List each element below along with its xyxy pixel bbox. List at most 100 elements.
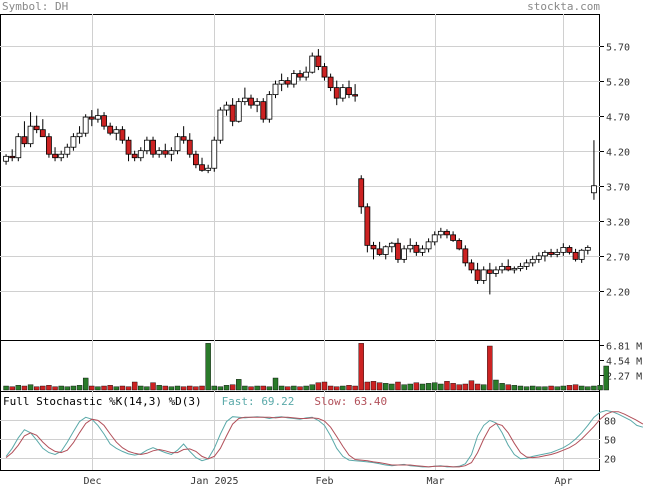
candle-body [58, 153, 65, 159]
candle-body [462, 248, 469, 264]
volume-bar [511, 385, 518, 391]
volume-bar [82, 377, 89, 391]
volume-bar [327, 385, 334, 391]
volume-bar [131, 381, 138, 391]
volume-bar [560, 385, 567, 391]
candle-body [9, 155, 16, 159]
candle-body [192, 153, 199, 166]
candle-body [21, 136, 28, 145]
candle-body [327, 76, 334, 89]
candle-body [401, 248, 408, 260]
volume-bar [229, 384, 236, 391]
candle-body [223, 104, 230, 111]
candle-body [248, 97, 254, 106]
volume-bar [462, 383, 469, 391]
volume-bar [383, 383, 389, 391]
candle-body [162, 150, 169, 155]
candle-body [535, 255, 542, 260]
candle-body [156, 150, 163, 155]
candle-body [150, 139, 156, 155]
candle-body [542, 251, 548, 257]
volume-bar [89, 385, 95, 391]
candle-body [88, 116, 95, 120]
candle-body [82, 116, 89, 134]
volume-bar [401, 384, 407, 391]
candle-body [211, 139, 218, 169]
candle-body [64, 146, 71, 155]
volume-bar [389, 383, 395, 391]
volume-bar [205, 343, 211, 391]
candle-body [493, 269, 499, 274]
candle-body [217, 109, 224, 141]
price-tick-label: 5.70 [606, 43, 630, 54]
x-tick-label: Jan 2025 [190, 476, 238, 486]
volume-bar [419, 383, 426, 391]
volume-bar [468, 380, 475, 391]
candle-body [119, 129, 126, 141]
candle-body [554, 251, 561, 255]
volume-bar [125, 386, 132, 391]
candle-body [560, 247, 567, 253]
volume-bar [438, 383, 444, 391]
volume-bar [499, 383, 505, 391]
candle-body [46, 136, 52, 155]
volume-bar [242, 385, 248, 391]
stochastic-level-label: 50 [604, 436, 616, 447]
volume-bar [425, 383, 432, 391]
volume-bar [107, 385, 113, 391]
stochastic-title: Full Stochastic %K(14,3) %D(3) [3, 395, 202, 408]
volume-bar [481, 384, 487, 391]
volume-bar [248, 386, 254, 391]
volume-bar [591, 385, 597, 391]
site-label[interactable]: stockta.com [527, 0, 600, 13]
candle-body [168, 150, 175, 155]
stochastic-slow-line [5, 411, 644, 468]
volume-bar [52, 386, 58, 391]
candle-body [370, 244, 377, 250]
candle-body [199, 164, 205, 171]
volume-bar [505, 384, 511, 391]
candle-body [548, 251, 554, 255]
candle-body [333, 87, 340, 99]
candle-body [523, 262, 530, 267]
stochastic-level-label: 80 [604, 417, 616, 428]
volume-bar [138, 385, 144, 391]
candle-body [339, 87, 346, 99]
candle-body [444, 230, 450, 236]
candle-body [144, 139, 150, 152]
volume-bar [597, 385, 603, 391]
stochastic-legend: Full Stochastic %K(14,3) %D(3) Fast: 69.… [3, 396, 387, 408]
volume-bar [76, 385, 83, 391]
volume-bar [364, 381, 371, 391]
chart-frame [0, 14, 600, 471]
price-tick-label: 2.20 [606, 288, 630, 299]
x-tick-label: Apr [554, 476, 572, 486]
candle-body [27, 125, 34, 145]
candle-body [352, 94, 359, 97]
volume-bar [517, 385, 524, 391]
volume-bar [144, 386, 150, 391]
candle-body [437, 230, 444, 236]
volume-bar [309, 384, 315, 391]
candle-body [107, 125, 114, 134]
volume-bar [444, 381, 450, 391]
volume-bar [566, 385, 573, 391]
volume-bar [297, 386, 303, 391]
candle-body [254, 101, 261, 106]
volume-bar [58, 385, 64, 391]
volume-bar [346, 385, 352, 391]
volume-bar [254, 385, 260, 391]
candle-body [499, 265, 505, 271]
volume-bar [548, 385, 554, 391]
volume-bar [70, 385, 77, 391]
volume-bar [340, 385, 346, 391]
price-tick-label: 3.20 [606, 218, 630, 229]
stochastic-level-label: 20 [604, 455, 616, 466]
candle-body [517, 265, 524, 269]
symbol-label: Symbol: DH [2, 0, 69, 13]
volume-bar [285, 386, 291, 391]
candle-body [241, 97, 248, 103]
volume-bar [487, 345, 493, 391]
candle-body [260, 101, 267, 120]
volume-bar [413, 382, 420, 391]
